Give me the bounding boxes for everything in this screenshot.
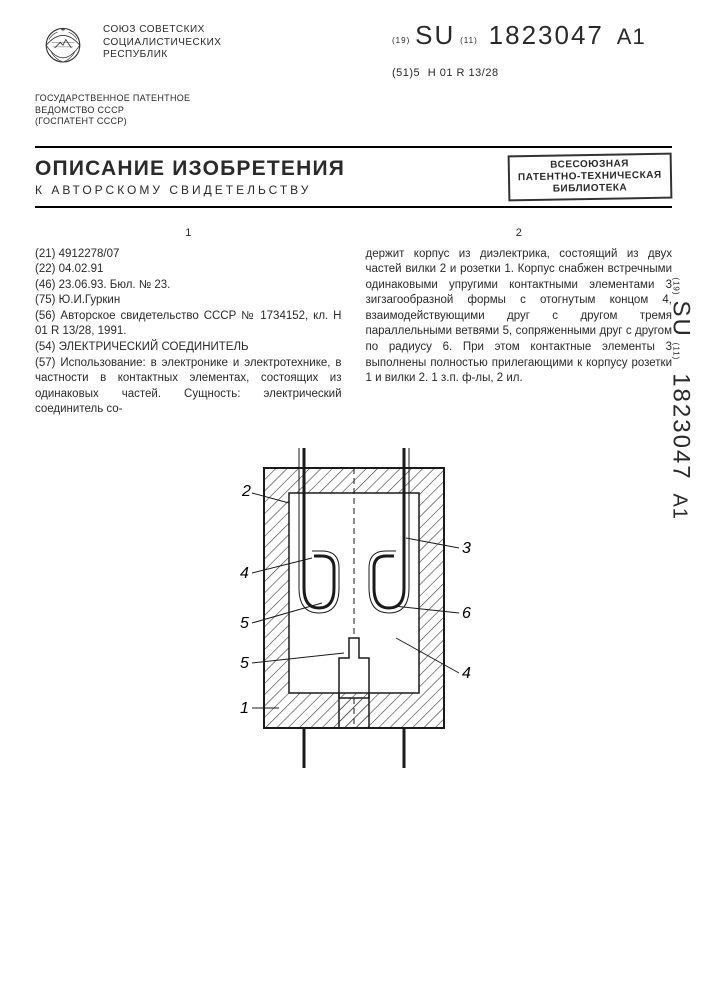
main-title: ОПИСАНИЕ ИЗОБРЕТЕНИЯ — [35, 157, 508, 181]
sub-title: К АВТОРСКОМУ СВИДЕТЕЛЬСТВУ — [35, 183, 508, 197]
technical-figure: 2 4 5 5 1 3 6 4 — [35, 438, 672, 783]
classification: (51)5 H 01 R 13/28 — [392, 67, 672, 79]
fig-label-1: 1 — [240, 700, 249, 717]
column-number: 1 — [35, 226, 342, 241]
issuer-line: РЕСПУБЛИК — [103, 49, 380, 62]
fig-label-3: 3 — [462, 540, 471, 557]
column-number: 2 — [366, 226, 673, 241]
issuer-block: СОЮЗ СОВЕТСКИХ СОЦИАЛИСТИЧЕСКИХ РЕСПУБЛИ… — [103, 20, 380, 62]
fig-label-4b: 4 — [462, 665, 471, 682]
right-text: держит корпус из диэлектрика, состоящий … — [366, 247, 673, 387]
left-column: 1 (21) 4912278/07 (22) 04.02.91 (46) 23.… — [35, 226, 342, 418]
left-text: (21) 4912278/07 (22) 04.02.91 (46) 23.06… — [35, 247, 342, 418]
doc-id-block: (19) SU (11) 1823047 A1 (51)5 H 01 R 13/… — [392, 20, 672, 79]
side-doc-number: (19) SU (11) 1823047 A1 — [667, 277, 695, 520]
fig-label-6: 6 — [462, 605, 471, 622]
fig-label-2: 2 — [241, 483, 251, 500]
right-column: 2 держит корпус из диэлектрика, состоящи… — [366, 226, 673, 418]
fig-label-5a: 5 — [240, 615, 249, 632]
fig-label-5b: 5 — [240, 655, 249, 672]
agency-block: ГОСУДАРСТВЕННОЕ ПАТЕНТНОЕ ВЕДОМСТВО СССР… — [35, 93, 672, 128]
library-stamp: ВСЕСОЮЗНАЯ ПАТЕНТНО-ТЕХНИЧЕСКАЯ БИБЛИОТЕ… — [508, 153, 672, 202]
text-columns: 1 (21) 4912278/07 (22) 04.02.91 (46) 23.… — [35, 226, 672, 418]
fig-label-4a: 4 — [240, 565, 249, 582]
issuer-line: СОЦИАЛИСТИЧЕСКИХ — [103, 37, 380, 50]
title-row: ОПИСАНИЕ ИЗОБРЕТЕНИЯ К АВТОРСКОМУ СВИДЕТ… — [35, 146, 672, 208]
issuer-line: СОЮЗ СОВЕТСКИХ — [103, 24, 380, 37]
doc-number: (19) SU (11) 1823047 A1 — [392, 20, 672, 51]
state-emblem — [35, 20, 91, 76]
